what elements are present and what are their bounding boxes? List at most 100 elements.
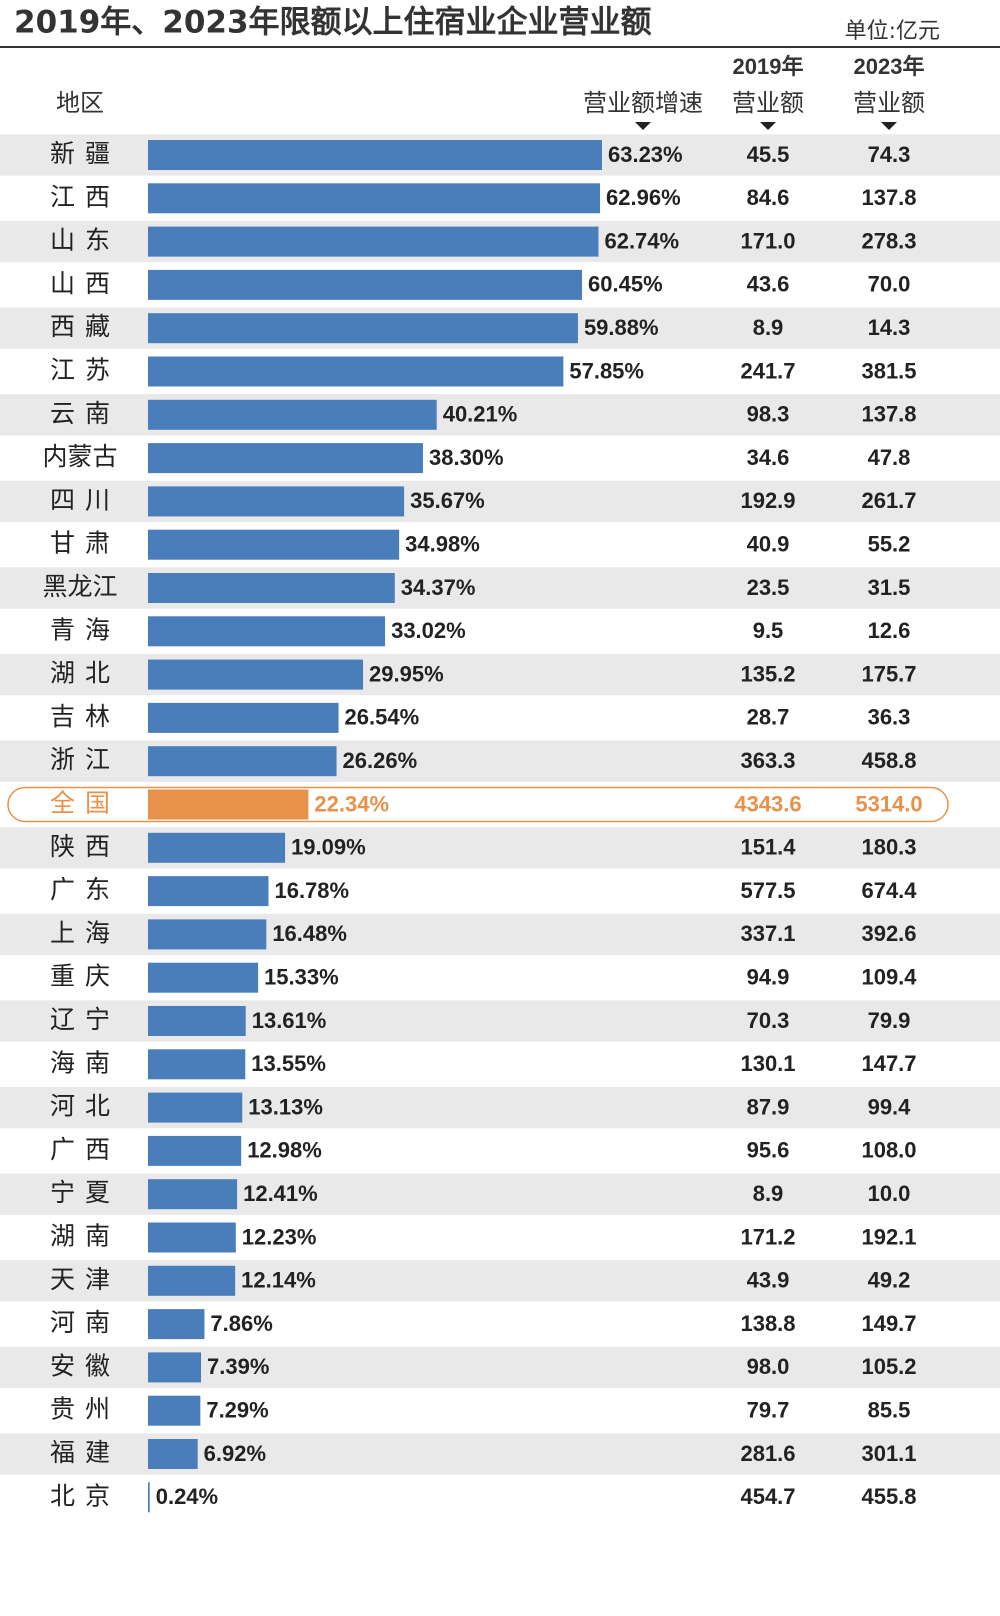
category-label: 四川	[50, 485, 120, 514]
table-cell: 45.5	[747, 142, 790, 167]
table-cell: 36.3	[868, 705, 911, 730]
value-label: 29.95%	[369, 661, 444, 686]
table-cell: 151.4	[740, 835, 796, 860]
table-cell: 70.3	[747, 1008, 790, 1033]
table-cell: 381.5	[861, 358, 916, 383]
table-cell: 137.8	[861, 402, 916, 427]
table-cell: 40.9	[747, 532, 790, 557]
table-cell: 95.6	[747, 1138, 790, 1163]
value-label: 33.02%	[391, 618, 466, 643]
category-label: 湖北	[50, 659, 120, 688]
table-cell: 34.6	[747, 445, 790, 470]
sort-arrow	[881, 122, 897, 130]
table-cell: 9.5	[753, 618, 784, 643]
table-cell: 149.7	[861, 1311, 916, 1336]
value-label: 63.23%	[608, 142, 683, 167]
bar	[148, 876, 269, 907]
category-label: 江苏	[50, 356, 120, 385]
table-cell: 458.8	[861, 748, 916, 773]
category-label: 浙江	[50, 745, 120, 774]
value-label: 6.92%	[204, 1441, 266, 1466]
bar	[148, 529, 400, 560]
bar	[148, 573, 395, 603]
bar	[148, 832, 286, 863]
table-cell: 99.4	[868, 1094, 912, 1119]
table-cell: 70.0	[868, 272, 911, 297]
bar	[148, 269, 583, 300]
table-cell: 4343.6	[734, 791, 801, 816]
value-label: 57.85%	[569, 358, 644, 383]
sort-arrow	[760, 122, 776, 130]
category-label: 宁夏	[50, 1178, 120, 1207]
category-label: 贵州	[50, 1395, 120, 1424]
table-cell: 301.1	[861, 1441, 916, 1466]
value-label: 40.21%	[443, 402, 518, 427]
column-header: 营业额	[732, 89, 804, 117]
table-cell: 8.9	[753, 1181, 784, 1206]
value-label: 59.88%	[584, 315, 659, 340]
bar	[148, 659, 364, 690]
bar	[148, 1135, 242, 1166]
value-label: 16.48%	[272, 921, 347, 946]
bar	[148, 962, 259, 993]
table-cell: 278.3	[861, 228, 916, 253]
table-cell: 175.7	[861, 661, 916, 686]
table-cell: 12.6	[868, 618, 911, 643]
category-label: 西藏	[50, 312, 120, 341]
category-label: 安徽	[50, 1351, 120, 1380]
value-label: 15.33%	[264, 965, 339, 990]
bar	[148, 1265, 236, 1296]
bar	[148, 1092, 243, 1123]
table-cell: 192.9	[740, 488, 795, 513]
bar	[148, 1439, 198, 1469]
value-label: 38.30%	[429, 445, 504, 470]
value-label: 13.55%	[251, 1051, 326, 1076]
bar	[148, 399, 437, 430]
bar	[148, 1482, 150, 1513]
table-cell: 84.6	[747, 185, 790, 210]
value-label: 35.67%	[410, 488, 485, 513]
value-label: 12.98%	[247, 1138, 322, 1163]
category-label: 甘肃	[50, 529, 120, 558]
bar	[148, 789, 309, 820]
value-label: 34.37%	[401, 575, 476, 600]
value-label: 34.98%	[405, 532, 480, 557]
column-year: 2019年	[733, 54, 804, 79]
category-label: 河南	[50, 1308, 120, 1337]
bar	[148, 1179, 238, 1210]
table-cell: 28.7	[747, 705, 790, 730]
value-label: 7.86%	[210, 1311, 272, 1336]
category-label: 吉林	[50, 702, 120, 731]
table-cell: 241.7	[740, 358, 795, 383]
table-cell: 171.0	[740, 228, 795, 253]
bar	[148, 313, 578, 344]
bar	[148, 140, 602, 170]
table-cell: 98.0	[747, 1354, 790, 1379]
bar	[148, 183, 601, 214]
value-label: 19.09%	[291, 835, 366, 860]
table-cell: 180.3	[861, 835, 916, 860]
category-label: 上海	[50, 918, 120, 947]
column-year: 2023年	[854, 54, 925, 79]
table-cell: 49.2	[868, 1268, 911, 1293]
table-cell: 43.9	[747, 1268, 790, 1293]
highlight-outline	[7, 786, 949, 823]
category-label: 云南	[50, 399, 120, 428]
value-label: 7.29%	[206, 1398, 268, 1423]
sort-arrow	[635, 122, 651, 130]
table-cell: 337.1	[740, 921, 795, 946]
table-cell: 8.9	[753, 315, 784, 340]
value-label: 7.39%	[207, 1354, 269, 1379]
category-label: 广东	[50, 875, 120, 904]
table-cell: 79.9	[868, 1008, 911, 1033]
value-label: 12.14%	[241, 1268, 316, 1293]
table-cell: 392.6	[861, 921, 916, 946]
value-label: 0.24%	[156, 1484, 218, 1509]
value-label: 13.61%	[252, 1008, 327, 1033]
category-label: 辽宁	[50, 1005, 120, 1034]
table-cell: 138.8	[740, 1311, 795, 1336]
bar	[148, 616, 386, 647]
category-label: 内蒙古	[42, 442, 117, 471]
category-label: 河北	[50, 1092, 120, 1121]
